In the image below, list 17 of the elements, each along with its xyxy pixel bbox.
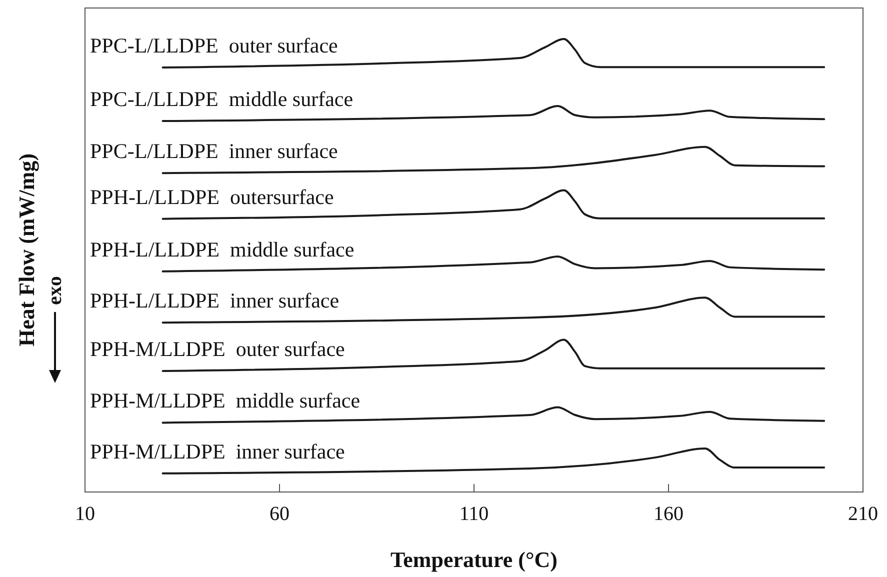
x-tick-label: 60 bbox=[270, 503, 290, 526]
series-label: PPC-L/LLDPE middle surface bbox=[90, 86, 354, 111]
x-tick-label: 110 bbox=[459, 503, 489, 526]
series-label: PPH-L/LLDPE outersurface bbox=[90, 184, 334, 209]
series-label: PPH-L/LLDPE middle surface bbox=[90, 237, 354, 262]
series-label: PPH-M/LLDPE middle surface bbox=[90, 388, 360, 413]
series-label: PPH-M/LLDPE inner surface bbox=[90, 439, 345, 464]
x-tick-label: 10 bbox=[75, 503, 95, 526]
y-axis-title: Heat Flow (mW/mg) bbox=[14, 153, 39, 347]
series-label: PPH-L/LLDPE inner surface bbox=[90, 288, 340, 313]
x-axis-title: Temperature (°C) bbox=[390, 547, 558, 572]
text: exo bbox=[44, 276, 66, 305]
x-tick-label: 210 bbox=[848, 503, 878, 526]
x-tick-label: 160 bbox=[654, 503, 684, 526]
series-label: PPH-M/LLDPE outer surface bbox=[90, 337, 345, 362]
series-label: PPC-L/LLDPE outer surface bbox=[90, 34, 338, 58]
series-label: PPC-L/LLDPE inner surface bbox=[90, 139, 338, 164]
